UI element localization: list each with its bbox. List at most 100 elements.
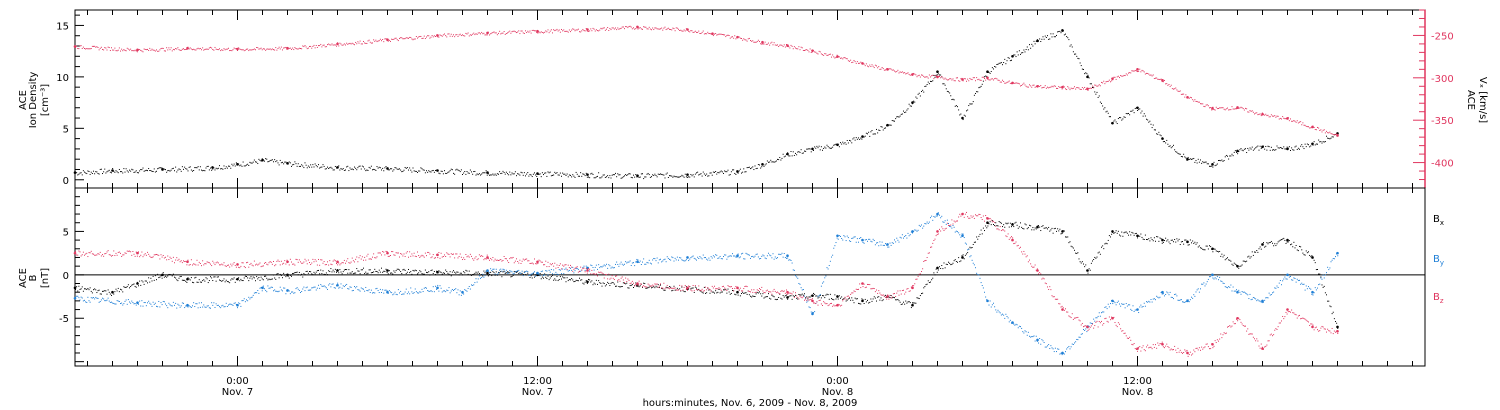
density-dot bbox=[1053, 36, 1055, 38]
bx-dot bbox=[1222, 256, 1224, 258]
speed-dot bbox=[428, 35, 430, 37]
by-dot bbox=[1074, 342, 1075, 344]
bx-point bbox=[336, 269, 339, 272]
bx-dot bbox=[1077, 252, 1079, 254]
density-dot bbox=[403, 169, 405, 171]
by-dot bbox=[1066, 348, 1068, 350]
density-dot bbox=[764, 164, 766, 166]
by-dot bbox=[745, 252, 747, 254]
density-point bbox=[211, 166, 214, 169]
bx-dot bbox=[746, 293, 748, 295]
by-dot bbox=[510, 270, 512, 272]
speed-dot bbox=[463, 35, 465, 37]
bx-dot bbox=[76, 286, 78, 288]
density-dot bbox=[606, 176, 607, 178]
by-dot bbox=[1170, 296, 1172, 298]
by-dot bbox=[996, 311, 998, 313]
by-dot bbox=[310, 289, 312, 291]
bx-dot bbox=[766, 296, 768, 298]
by-dot bbox=[576, 268, 578, 270]
density-dot bbox=[1104, 107, 1106, 109]
by-dot bbox=[628, 261, 630, 263]
by-dot bbox=[1303, 283, 1305, 285]
bx-dot bbox=[333, 271, 335, 273]
density-dot bbox=[1306, 143, 1308, 145]
density-dot bbox=[765, 163, 767, 165]
speed-dot bbox=[598, 30, 600, 32]
speed-dot bbox=[458, 34, 460, 36]
by-dot bbox=[361, 288, 363, 290]
speed-dot bbox=[118, 47, 120, 49]
density-dot bbox=[967, 109, 969, 111]
density-dot bbox=[1000, 62, 1002, 64]
bx-dot bbox=[1246, 260, 1248, 262]
density-dot bbox=[96, 171, 98, 173]
speed-dot bbox=[798, 46, 800, 48]
density-dot bbox=[901, 113, 903, 115]
bx-dot bbox=[631, 284, 633, 286]
density-dot bbox=[700, 173, 702, 175]
bx-dot bbox=[1151, 239, 1153, 241]
bz-point bbox=[586, 269, 589, 272]
bx-dot bbox=[312, 274, 314, 276]
density-dot bbox=[1039, 38, 1041, 40]
density-dot bbox=[327, 166, 328, 168]
by-dot bbox=[520, 272, 522, 274]
density-dot bbox=[477, 174, 479, 176]
by-dot bbox=[93, 297, 94, 299]
bx-dot bbox=[1323, 285, 1325, 287]
bx-dot bbox=[421, 273, 423, 275]
by-dot bbox=[159, 306, 161, 308]
bx-dot bbox=[1263, 242, 1264, 244]
by-dot bbox=[638, 261, 640, 263]
by-dot bbox=[567, 270, 569, 272]
by-dot bbox=[795, 275, 796, 277]
density-dot bbox=[954, 105, 956, 107]
bx-dot bbox=[279, 273, 281, 275]
density-dot bbox=[810, 151, 812, 153]
by-dot bbox=[554, 273, 556, 275]
by-dot bbox=[126, 303, 128, 305]
speed-dot bbox=[1200, 103, 1201, 105]
speed-dot bbox=[833, 56, 835, 58]
by-dot bbox=[1018, 325, 1020, 327]
speed-dot bbox=[1083, 88, 1084, 90]
speed-dot bbox=[619, 28, 621, 30]
bx-dot bbox=[243, 277, 245, 279]
speed-dot bbox=[266, 48, 268, 50]
density-dot bbox=[469, 169, 471, 171]
bx-dot bbox=[1005, 222, 1007, 224]
bx-dot bbox=[963, 258, 965, 260]
density-dot bbox=[880, 126, 882, 128]
speed-dot bbox=[1035, 85, 1037, 87]
speed-dot bbox=[144, 48, 146, 50]
density-dot bbox=[1192, 158, 1194, 160]
by-dot bbox=[840, 235, 841, 237]
by-point bbox=[811, 312, 814, 316]
bx-dot bbox=[428, 271, 430, 273]
bx-dot bbox=[276, 273, 278, 275]
speed-dot bbox=[1304, 124, 1306, 126]
by-dot bbox=[706, 258, 708, 260]
density-dot bbox=[838, 146, 840, 148]
bx-dot bbox=[850, 299, 852, 301]
bx-dot bbox=[1180, 241, 1182, 243]
by-dot bbox=[356, 286, 358, 288]
bx-dot bbox=[730, 292, 732, 294]
bx-dot bbox=[1314, 262, 1316, 264]
by-dot bbox=[401, 293, 403, 295]
by-point bbox=[636, 260, 639, 264]
speed-dot bbox=[473, 32, 475, 34]
bx-dot bbox=[991, 220, 993, 222]
by-dot bbox=[591, 265, 593, 267]
speed-dot bbox=[770, 42, 772, 44]
density-dot bbox=[811, 147, 813, 149]
bx-dot bbox=[1112, 231, 1114, 233]
bx-dot bbox=[624, 282, 625, 284]
density-dot bbox=[554, 171, 556, 173]
speed-dot bbox=[610, 29, 612, 31]
density-dot bbox=[799, 151, 801, 153]
by-dot bbox=[1230, 284, 1232, 286]
bx-dot bbox=[1215, 250, 1217, 252]
speed-dot bbox=[786, 44, 787, 46]
